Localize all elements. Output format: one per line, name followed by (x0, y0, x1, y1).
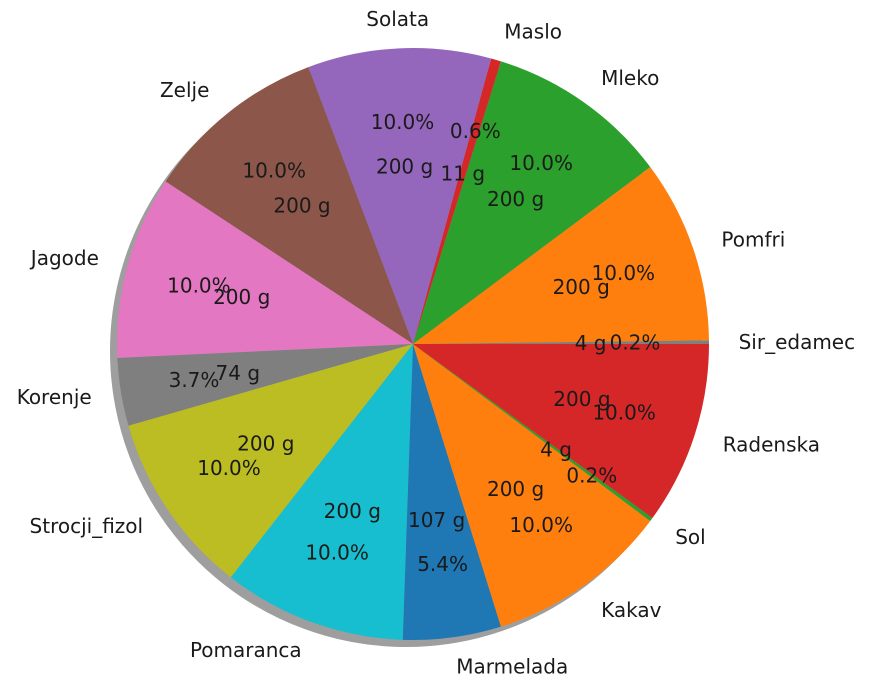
pie-slice-sol (413, 344, 653, 521)
slice-label-mleko: Mleko (601, 66, 659, 90)
value-label-mleko: 200 g (487, 187, 544, 211)
value-label-korenje: 74 g (216, 361, 261, 385)
pie-slice-pomfri (413, 167, 709, 344)
pie-slice-mleko (413, 61, 651, 344)
pie-slice-kakav (413, 344, 651, 627)
pie-slice-sir-edamec (413, 340, 709, 344)
pct-label-zelje: 10.0% (242, 159, 306, 183)
value-label-sir-edamec: 4 g (575, 331, 607, 355)
pct-label-mleko: 10.0% (509, 151, 573, 175)
slice-label-maslo: Maslo (504, 20, 562, 44)
value-label-strocji-fizol: 200 g (237, 431, 294, 455)
pct-label-solata: 10.0% (371, 110, 435, 134)
slice-label-radenska: Radenska (723, 433, 820, 457)
slice-label-solata: Solata (366, 7, 429, 31)
value-label-jagode: 200 g (213, 285, 270, 309)
slice-label-sir-edamec: Sir_edamec (739, 330, 856, 354)
slice-label-sol: Sol (675, 525, 706, 549)
slice-label-kakav: Kakav (601, 598, 662, 622)
pie-slice-marmelada (402, 344, 501, 640)
pie-slice-zelje (165, 67, 413, 344)
pct-label-strocji-fizol: 10.0% (197, 456, 261, 480)
pie-slice-jagode (116, 181, 413, 358)
slice-label-marmelada: Marmelada (456, 655, 568, 679)
pie-slice-maslo (413, 58, 501, 345)
slice-label-strocji-fizol: Strocji_fizol (30, 514, 144, 538)
pct-label-radenska: 10.0% (592, 401, 656, 425)
pie-slice-korenje (117, 344, 413, 426)
slice-label-zelje: Zelje (160, 78, 209, 102)
pie-slice-strocji-fizol (128, 344, 413, 578)
value-label-zelje: 200 g (273, 193, 330, 217)
pie-slice-pomaranca (230, 344, 413, 640)
value-label-maslo: 11 g (441, 162, 486, 186)
slice-label-jagode: Jagode (29, 246, 99, 270)
pct-label-maslo: 0.6% (450, 119, 501, 143)
pct-label-pomfri: 10.0% (592, 261, 656, 285)
slice-label-pomaranca: Pomaranca (190, 638, 302, 662)
slice-label-korenje: Korenje (17, 385, 92, 409)
pct-label-sir-edamec: 0.2% (610, 331, 661, 355)
value-label-pomaranca: 200 g (324, 499, 381, 523)
slice-label-pomfri: Pomfri (721, 228, 785, 252)
pie-slice-radenska (413, 344, 709, 518)
value-label-marmelada: 107 g (408, 508, 465, 532)
pct-label-pomaranca: 10.0% (305, 541, 369, 565)
pct-label-kakav: 10.0% (509, 513, 573, 537)
value-label-sol: 4 g (540, 437, 572, 461)
value-label-kakav: 200 g (487, 477, 544, 501)
value-label-solata: 200 g (376, 155, 433, 179)
pct-label-sol: 0.2% (566, 464, 617, 488)
pct-label-marmelada: 5.4% (417, 552, 468, 576)
value-label-radenska: 200 g (553, 387, 610, 411)
pct-label-korenje: 3.7% (169, 368, 220, 392)
value-label-pomfri: 200 g (553, 275, 610, 299)
pie-slice-solata (308, 48, 492, 345)
pct-label-jagode: 10.0% (167, 273, 231, 297)
pie-slices (116, 48, 709, 640)
